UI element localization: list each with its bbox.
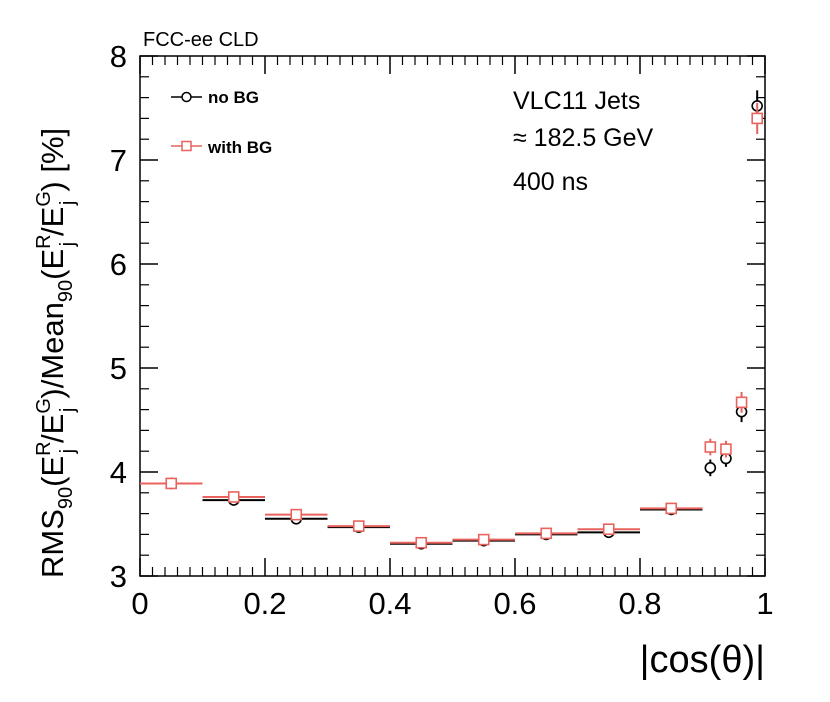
data-point-square: [165, 477, 178, 490]
annotation-sample: VLC11 Jets: [513, 87, 640, 115]
data-point-square: [602, 523, 615, 536]
experiment-label: FCC-ee CLD: [143, 29, 259, 51]
x-tick-label: 0.2: [243, 586, 286, 621]
y-tick-label: 3: [110, 559, 127, 594]
legend-square-marker-icon: [181, 140, 192, 152]
annotation-energy: ≈ 182.5 GeV: [513, 124, 654, 152]
data-point-circle: [704, 462, 717, 474]
y-tick-label: 8: [110, 39, 127, 74]
data-point-square: [290, 508, 303, 521]
data-point-square: [540, 527, 553, 540]
legend: no BG with BG: [171, 88, 272, 157]
y-tick-label: 6: [110, 247, 127, 282]
data-point-square: [477, 533, 490, 546]
legend-label-with-bg: with BG: [207, 138, 272, 157]
series-no-bg: [140, 90, 763, 550]
data-point-square: [227, 491, 240, 503]
series-layer: [140, 90, 763, 550]
x-tick-label: 0.6: [493, 586, 536, 621]
y-axis-label: RMS90(ER j/EG j)/Mean90(ER j/EG j) [%]: [33, 128, 79, 578]
y-tick-label: 4: [110, 455, 127, 490]
data-point-square: [720, 443, 732, 455]
legend-circle-marker-icon: [181, 91, 192, 103]
annotation-time-window: 400 ns: [513, 168, 588, 196]
data-point-square: [665, 502, 678, 515]
axis-ticks: [139, 55, 766, 577]
data-point-square: [415, 536, 428, 549]
y-tick-label: 5: [110, 351, 127, 386]
legend-label-no-bg: no BG: [208, 88, 259, 107]
x-tick-label: 0.8: [618, 586, 661, 621]
x-tick-label: 0: [131, 586, 148, 621]
data-point-square: [352, 520, 365, 532]
data-point-square: [735, 396, 748, 409]
data-point-square: [751, 112, 763, 125]
series-with-bg: [140, 102, 763, 549]
x-tick-label: 0.4: [368, 586, 411, 621]
x-axis-label: |cos(θ)|: [640, 639, 765, 681]
data-point-square: [704, 441, 717, 453]
x-tick-label: 1: [756, 586, 773, 621]
y-tick-label: 7: [110, 143, 127, 178]
axis-tick-labels: 0 0.2 0.4 0.6 0.8 1 3 4 5 6 7 8: [110, 39, 774, 621]
